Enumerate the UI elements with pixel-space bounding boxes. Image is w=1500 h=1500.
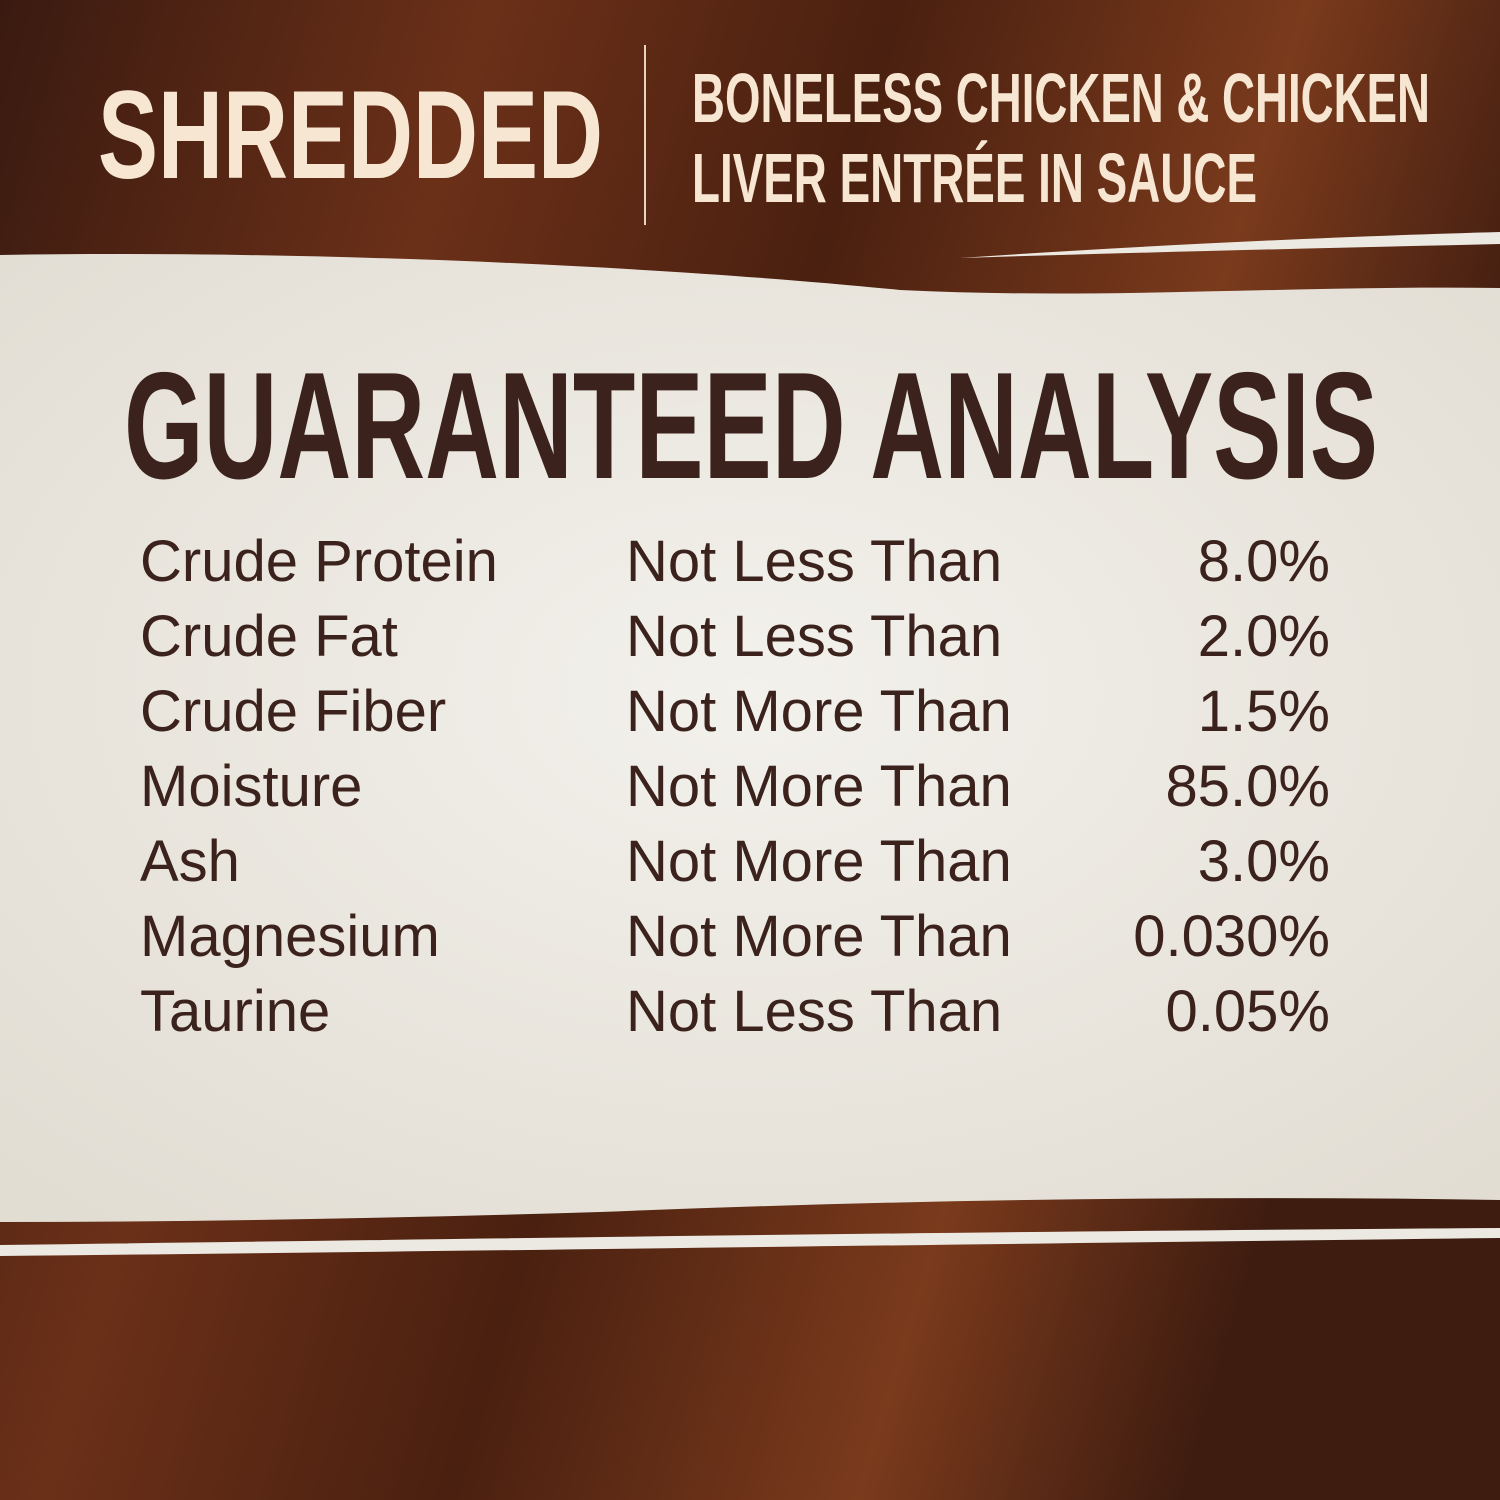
value: 1.5% bbox=[1197, 679, 1330, 744]
value: 3.0% bbox=[1197, 829, 1330, 894]
nutrient: Crude Protein bbox=[140, 529, 498, 594]
value: 0.030% bbox=[1133, 904, 1330, 969]
nutrient: Moisture bbox=[140, 754, 363, 819]
qualifier: Not More Than bbox=[626, 679, 1012, 744]
table-row: Taurine Not Less Than 0.05% bbox=[140, 978, 1330, 1053]
table-row: Crude Protein Not Less Than 8.0% bbox=[140, 528, 1330, 603]
value: 2.0% bbox=[1197, 604, 1330, 669]
qualifier: Not Less Than bbox=[626, 604, 1003, 669]
table-row: Crude Fat Not Less Than 2.0% bbox=[140, 603, 1330, 678]
description-line-2: LIVER ENTRÉE IN SAUCE bbox=[692, 139, 1257, 217]
value: 0.05% bbox=[1165, 979, 1330, 1044]
paper-panel bbox=[0, 254, 1500, 1222]
value: 85.0% bbox=[1165, 754, 1330, 819]
nutrient: Ash bbox=[140, 829, 240, 894]
nutrient: Crude Fiber bbox=[140, 679, 447, 744]
qualifier: Not Less Than bbox=[626, 979, 1003, 1044]
qualifier: Not More Than bbox=[626, 829, 1012, 894]
page-title: GUARANTEED ANALYSIS bbox=[124, 341, 1378, 511]
value: 8.0% bbox=[1197, 529, 1330, 594]
qualifier: Not Less Than bbox=[626, 529, 1003, 594]
table-row: Ash Not More Than 3.0% bbox=[140, 828, 1330, 903]
description-line-1: BONELESS CHICKEN & CHICKEN bbox=[692, 59, 1430, 137]
style-label: SHREDDED bbox=[98, 66, 603, 205]
nutrient: Magnesium bbox=[140, 904, 440, 969]
nutrient: Crude Fat bbox=[140, 604, 398, 669]
qualifier: Not More Than bbox=[626, 904, 1012, 969]
table-row: Moisture Not More Than 85.0% bbox=[140, 753, 1330, 828]
table-row: Crude Fiber Not More Than 1.5% bbox=[140, 678, 1330, 753]
paper-sliver-bottom bbox=[0, 1228, 1500, 1256]
nutrient: Taurine bbox=[140, 979, 331, 1044]
paper-sliver-top bbox=[960, 232, 1500, 258]
qualifier: Not More Than bbox=[626, 754, 1012, 819]
table-row: Magnesium Not More Than 0.030% bbox=[140, 903, 1330, 978]
